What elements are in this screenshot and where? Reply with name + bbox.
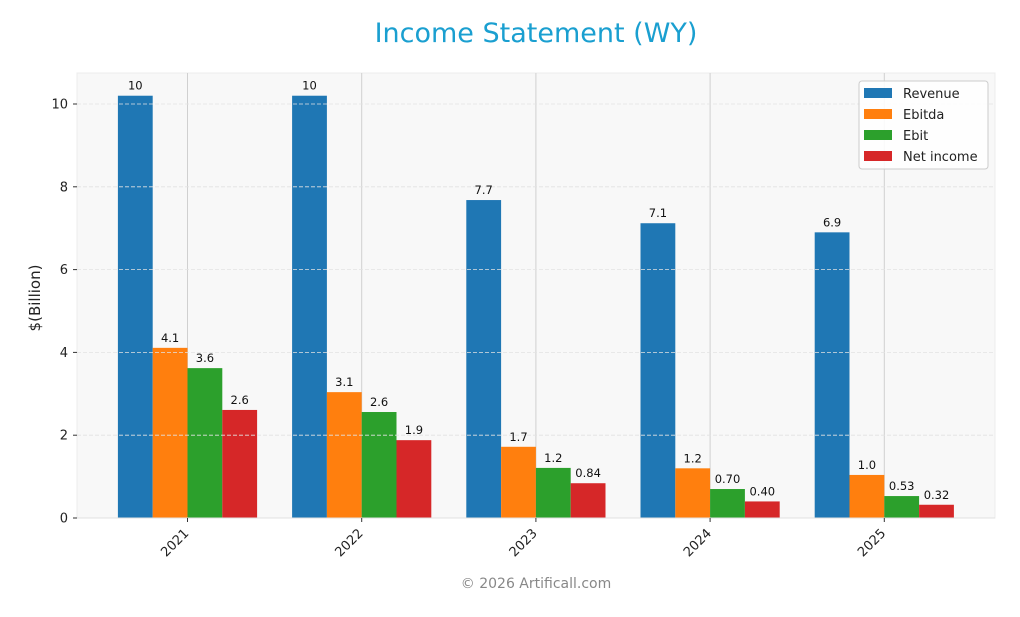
y-tick-label: 8 [60, 180, 68, 195]
legend-label: Ebitda [903, 108, 944, 123]
x-tick-label: 2021 [158, 526, 192, 560]
bar-ebitda [675, 468, 711, 518]
legend: Revenue Ebitda Ebit Net income [858, 80, 989, 170]
bar-value-label: 0.70 [715, 472, 741, 486]
bar-value-label: 7.7 [475, 183, 493, 197]
bar-ebitda [152, 347, 188, 518]
x-tick-label: 2024 [681, 526, 715, 560]
y-tick-label: 0 [60, 512, 68, 527]
footer-copyright: © 2026 Artificall.com [460, 576, 612, 592]
bar-value-label: 2.6 [231, 393, 249, 407]
bar-revenue [117, 95, 153, 518]
bar-ebit [884, 496, 920, 518]
bar-value-label: 0.32 [924, 488, 950, 502]
bar-net-income [570, 483, 606, 518]
bar-ebitda [501, 446, 536, 518]
bar-ebitda [849, 474, 885, 518]
bar-value-label: 1.0 [858, 458, 876, 472]
x-tick-label: 2025 [855, 526, 889, 560]
y-tick-label: 10 [51, 98, 68, 113]
y-axis-label: $(Billion) [26, 265, 44, 332]
bar-value-label: 0.84 [575, 466, 601, 480]
bar-value-label: 10 [302, 79, 317, 93]
bar-net-income [222, 409, 258, 518]
legend-label: Ebit [903, 129, 928, 144]
chart-title: Income Statement (WY) [374, 18, 698, 49]
bar-value-label: 1.2 [684, 451, 702, 465]
bar-ebit [361, 412, 397, 518]
x-tick-label: 2023 [507, 526, 541, 560]
y-tick-label: 6 [60, 263, 68, 278]
y-tick-label: 2 [60, 429, 68, 444]
bar-revenue [814, 232, 850, 518]
bar-value-label: 0.53 [889, 479, 915, 493]
bar-value-label: 10 [128, 79, 143, 93]
legend-label: Revenue [903, 87, 960, 102]
legend-label: Net income [903, 150, 978, 165]
bar-net-income [744, 501, 780, 518]
y-axis: 0 2 4 6 8 10 $(Billion) [26, 98, 77, 527]
bar-value-label: 7.1 [649, 206, 667, 220]
bar-value-labels: 10 10 7.7 7.1 6.9 4.1 3.1 1.7 1.2 1.0 3.6 2.6 1.2 0.7… [128, 79, 949, 502]
bar-ebitda [326, 392, 362, 518]
bar-value-label: 2.6 [370, 395, 388, 409]
bars [117, 95, 954, 518]
horizontal-gridlines [77, 103, 995, 436]
bar-value-label: 0.40 [749, 484, 775, 498]
bar-value-label: 1.2 [544, 451, 562, 465]
x-tick-label: 2022 [333, 526, 367, 560]
bar-value-label: 4.1 [161, 331, 179, 345]
x-axis: 2021 2022 2023 2024 2025 [77, 517, 995, 560]
legend-box [858, 80, 989, 170]
legend-swatch [864, 130, 892, 140]
bar-ebit [710, 489, 745, 518]
bar-ebit [535, 467, 571, 518]
legend-swatch [864, 151, 892, 161]
y-tick-label: 4 [60, 346, 68, 361]
bar-revenue [640, 223, 676, 518]
legend-swatch [864, 109, 892, 119]
bar-revenue [466, 200, 502, 518]
bar-value-label: 3.1 [335, 375, 353, 389]
legend-swatch [864, 88, 892, 98]
bar-net-income [396, 440, 432, 518]
bar-value-label: 3.6 [196, 351, 214, 365]
bar-value-label: 6.9 [823, 215, 841, 229]
bar-value-label: 1.9 [405, 423, 423, 437]
bar-ebit [187, 368, 223, 518]
bar-net-income [919, 504, 954, 518]
bar-value-label: 1.7 [509, 430, 527, 444]
bar-revenue [292, 95, 327, 518]
